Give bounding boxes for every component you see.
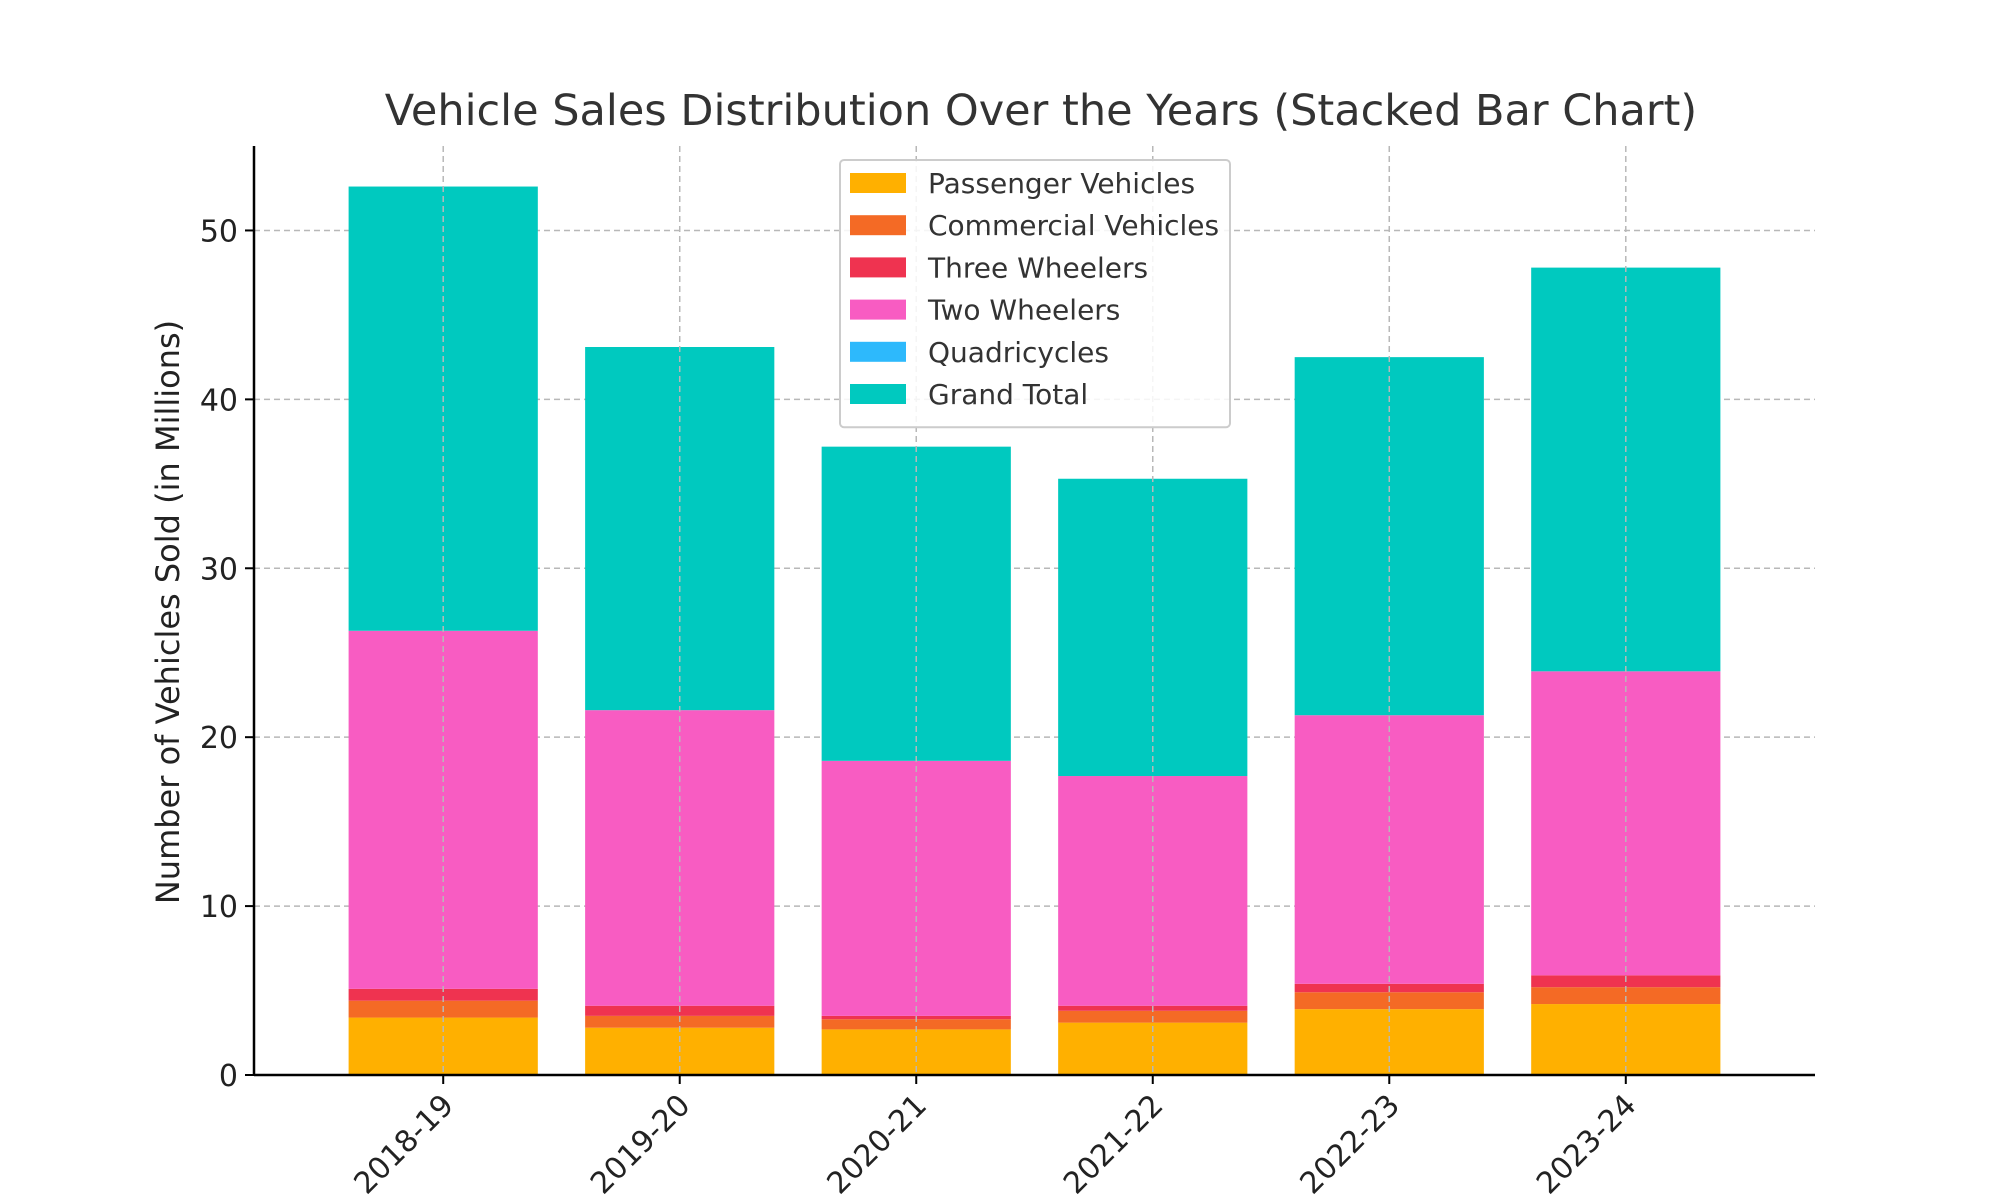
y-tick-label: 50 (200, 214, 238, 249)
legend-label: Grand Total (928, 378, 1088, 411)
bar-segment (1531, 987, 1721, 1005)
bar-segment (821, 446, 1011, 761)
legend-swatch (850, 215, 906, 236)
legend-label: Two Wheelers (927, 294, 1120, 327)
y-tick-label: 0 (219, 1059, 238, 1094)
chart-title: Vehicle Sales Distribution Over the Year… (385, 86, 1697, 136)
legend-label: Three Wheelers (927, 251, 1148, 284)
axes (245, 146, 1815, 1084)
legend-swatch (850, 384, 906, 404)
legend-swatch (850, 257, 906, 278)
y-tick-label: 40 (200, 383, 238, 418)
legend: Passenger Vehicles Commercial Vehicles Thr… (839, 159, 1231, 429)
x-tick-label: 2021-22 (1057, 1088, 1170, 1200)
bar-segment (821, 1019, 1011, 1030)
legend-label: Commercial Vehicles (928, 209, 1219, 242)
bar-segment (348, 988, 538, 1001)
legend-label: Quadricycles (928, 336, 1109, 369)
y-tick-label: 10 (200, 890, 238, 925)
x-tick-label: 2023-24 (1530, 1088, 1643, 1200)
legend-swatch (850, 299, 906, 320)
y-tick-label: 30 (200, 552, 238, 587)
legend-label: Passenger Vehicles (928, 167, 1195, 200)
y-axis-label: Number of Vehicles Sold (in Millions) (149, 320, 187, 904)
y-tick-label: 20 (200, 721, 238, 756)
x-tick-label: 2020-21 (821, 1088, 934, 1200)
legend-frame (839, 159, 1231, 429)
legend-swatch (850, 173, 906, 193)
bars (348, 146, 1721, 1075)
x-tick-label: 2019-20 (584, 1088, 697, 1200)
x-tick-label: 2018-19 (347, 1088, 460, 1200)
legend-swatch (850, 341, 906, 362)
x-tick-label: 2022-23 (1294, 1088, 1407, 1200)
